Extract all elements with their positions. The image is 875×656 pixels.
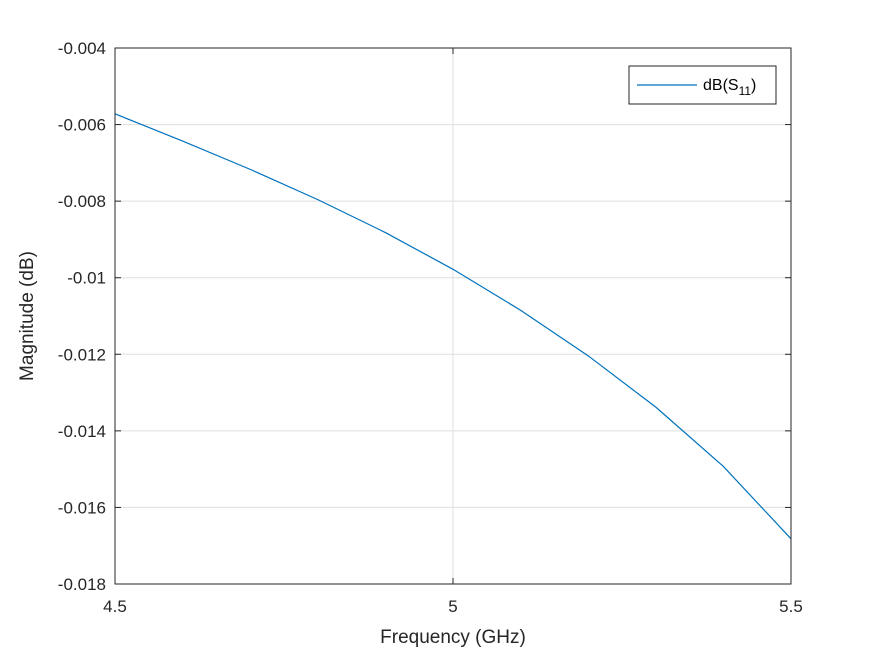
x-tick-label: 5 <box>448 597 457 616</box>
x-tick-label: 5.5 <box>779 597 803 616</box>
y-tick-label: -0.016 <box>58 498 106 517</box>
y-tick-label: -0.01 <box>67 269 106 288</box>
series-layer <box>114 113 792 540</box>
x-axis-label: Frequency (GHz) <box>380 627 526 648</box>
y-tick-labels: -0.018 -0.016 -0.014 -0.012 -0.01 -0.008 -0.00… <box>58 39 106 594</box>
x-tick-labels: 4.5 5 5.5 <box>103 597 803 616</box>
legend: dB(S11) <box>628 65 777 105</box>
x-tick-label: 4.5 <box>103 597 127 616</box>
legend-label-main: dB(S <box>703 77 739 94</box>
y-tick-label: -0.018 <box>58 575 106 594</box>
y-axis-label: Magnitude (dB) <box>17 251 38 381</box>
series-line-s11 <box>114 113 792 540</box>
y-tick-label: -0.008 <box>58 192 106 211</box>
y-tick-label: -0.012 <box>58 345 106 364</box>
y-tick-label: -0.004 <box>58 39 106 58</box>
legend-label-subscript: 11 <box>739 84 752 98</box>
legend-label-close: ) <box>751 77 756 94</box>
legend-entry-s11: dB(S11) <box>703 77 756 98</box>
y-tick-label: -0.014 <box>58 422 106 441</box>
y-tick-label: -0.006 <box>58 116 106 135</box>
tick-marks <box>114 47 792 585</box>
